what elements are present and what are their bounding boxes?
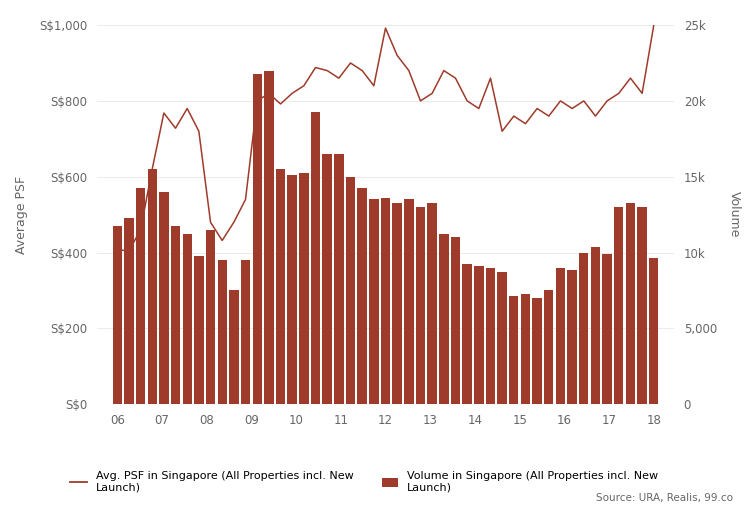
- Bar: [345, 177, 355, 404]
- Bar: [614, 207, 624, 404]
- Bar: [590, 247, 600, 404]
- Bar: [369, 200, 379, 404]
- Y-axis label: Volume: Volume: [728, 192, 741, 238]
- Bar: [311, 112, 321, 404]
- Bar: [532, 298, 542, 404]
- Bar: [147, 169, 157, 404]
- Bar: [299, 173, 308, 404]
- Bar: [556, 268, 565, 404]
- Bar: [182, 234, 192, 404]
- Bar: [276, 169, 285, 404]
- Bar: [463, 264, 472, 404]
- Bar: [171, 226, 180, 404]
- Bar: [323, 154, 332, 404]
- Bar: [206, 230, 215, 404]
- Bar: [626, 203, 635, 404]
- Bar: [264, 71, 274, 404]
- Bar: [579, 252, 588, 404]
- Bar: [404, 200, 414, 404]
- Bar: [334, 154, 343, 404]
- Bar: [509, 296, 519, 404]
- Bar: [497, 272, 507, 404]
- Bar: [474, 266, 484, 404]
- Bar: [229, 291, 239, 404]
- Bar: [603, 255, 612, 404]
- Bar: [451, 237, 460, 404]
- Bar: [568, 270, 577, 404]
- Legend: Avg. PSF in Singapore (All Properties incl. New
Launch), Volume in Singapore (Al: Avg. PSF in Singapore (All Properties in…: [66, 467, 663, 497]
- Bar: [241, 260, 250, 404]
- Bar: [358, 188, 367, 404]
- Bar: [416, 207, 425, 404]
- Bar: [521, 294, 530, 404]
- Bar: [136, 188, 145, 404]
- Bar: [427, 203, 437, 404]
- Bar: [486, 268, 495, 404]
- Bar: [218, 260, 227, 404]
- Bar: [194, 257, 203, 404]
- Bar: [124, 218, 134, 404]
- Bar: [392, 203, 402, 404]
- Bar: [544, 291, 553, 404]
- Bar: [113, 226, 122, 404]
- Bar: [381, 198, 390, 404]
- Bar: [253, 74, 262, 404]
- Bar: [287, 175, 297, 404]
- Bar: [160, 192, 169, 404]
- Text: Source: URA, Realis, 99.co: Source: URA, Realis, 99.co: [596, 493, 733, 503]
- Bar: [649, 258, 658, 404]
- Bar: [439, 234, 448, 404]
- Bar: [637, 207, 647, 404]
- Y-axis label: Average PSF: Average PSF: [15, 176, 28, 253]
